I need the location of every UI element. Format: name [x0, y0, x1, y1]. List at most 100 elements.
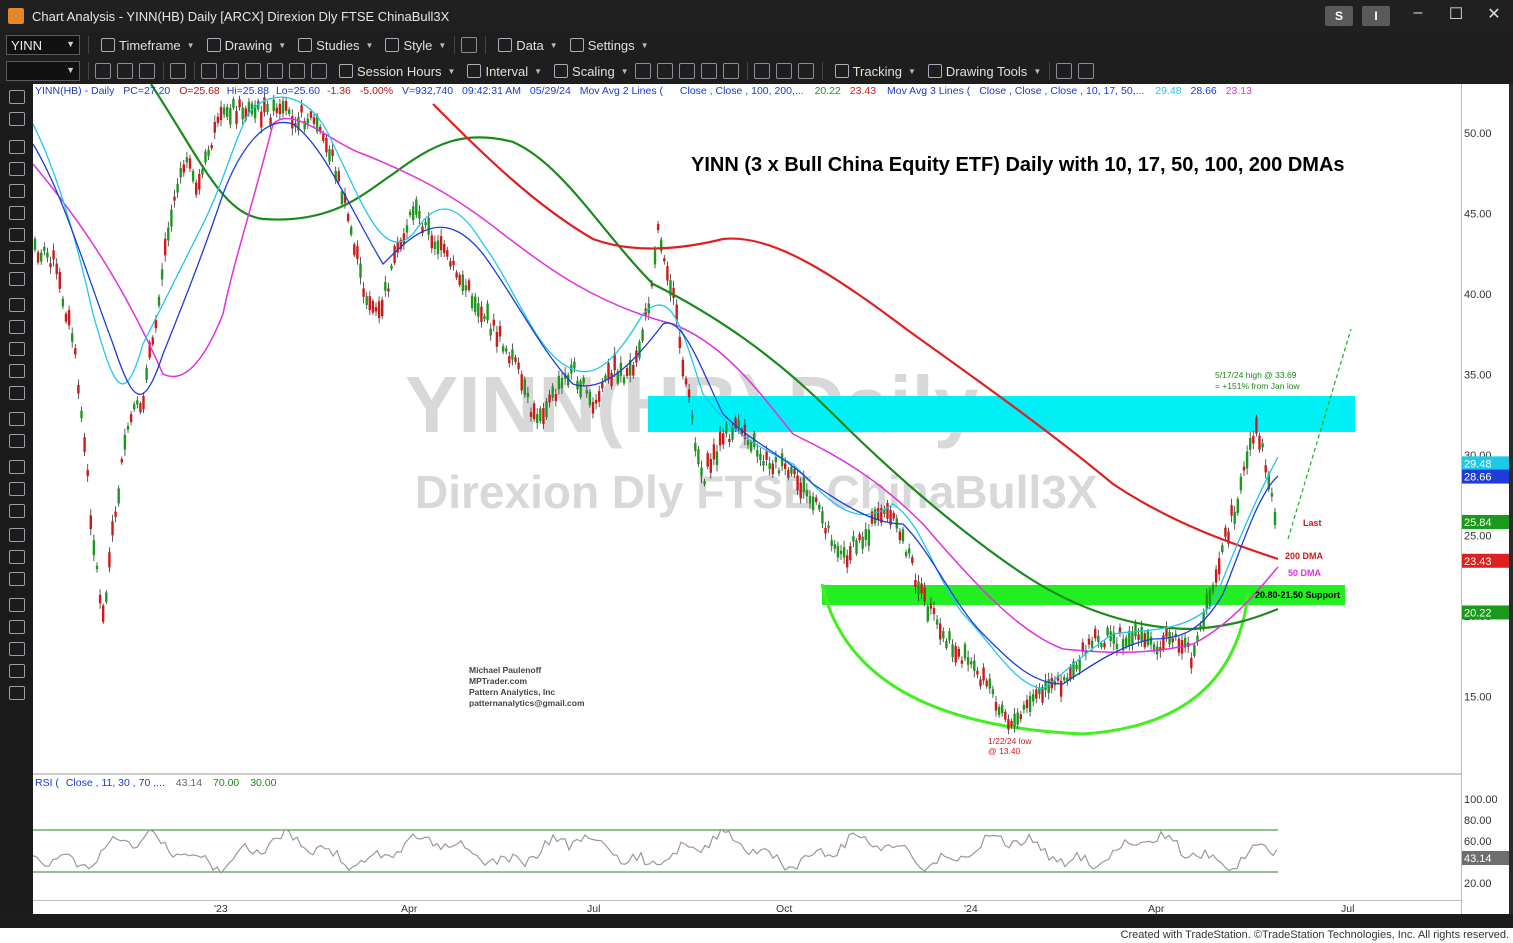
- ray-icon[interactable]: [9, 162, 25, 176]
- expand-icon[interactable]: [700, 63, 717, 79]
- pointer-icon[interactable]: [9, 90, 25, 104]
- refresh-icon[interactable]: [117, 63, 133, 79]
- candle-body: [1214, 569, 1218, 583]
- candle-body: [486, 303, 489, 321]
- spiral-icon[interactable]: [9, 386, 25, 400]
- price-badge: [1462, 456, 1510, 471]
- candle-body: [393, 246, 396, 264]
- vertical-scrollbar[interactable]: [1509, 84, 1513, 914]
- image-icon[interactable]: [267, 63, 283, 79]
- i-link-button[interactable]: I: [1362, 6, 1390, 26]
- speed-lines-icon[interactable]: [9, 412, 25, 426]
- price-badge-text: 20.22: [1464, 607, 1492, 619]
- interval-input[interactable]: ▼: [6, 61, 80, 81]
- pitchfork-icon[interactable]: [9, 598, 25, 612]
- studies-menu[interactable]: Studies ▼: [298, 38, 373, 53]
- chart-title: YINN (3 x Bull China Equity ETF) Daily w…: [691, 154, 1345, 176]
- candle-body: [430, 235, 433, 249]
- trendline-icon[interactable]: [9, 140, 25, 154]
- pen-icon[interactable]: [9, 664, 25, 678]
- line-style-icon[interactable]: [678, 63, 695, 79]
- arrow-left-icon[interactable]: [9, 642, 25, 656]
- candle-body: [784, 463, 787, 469]
- rectangle-icon[interactable]: [9, 550, 25, 564]
- annotation-icon[interactable]: [9, 686, 25, 700]
- session-hours-menu[interactable]: Session Hours ▼: [339, 64, 455, 79]
- timeframe-menu[interactable]: Timeframe ▼: [101, 38, 195, 53]
- window-icon[interactable]: [139, 63, 155, 79]
- candle-body: [1233, 511, 1236, 524]
- style-menu[interactable]: Style ▼: [385, 38, 446, 53]
- link-icon[interactable]: [95, 63, 111, 79]
- fibonacci-icon[interactable]: [9, 250, 25, 264]
- table-icon[interactable]: [289, 63, 305, 79]
- candle-body: [942, 631, 945, 639]
- vertical-line-icon[interactable]: [9, 206, 25, 220]
- ellipse-icon[interactable]: [9, 482, 25, 496]
- candle-body: [253, 104, 257, 119]
- horizontal-line-icon[interactable]: [9, 184, 25, 198]
- arrow-up-icon[interactable]: [9, 504, 25, 518]
- arrow-tool-icon[interactable]: [9, 364, 25, 378]
- minimize-icon[interactable]: –: [1413, 4, 1423, 21]
- gann-icon[interactable]: [9, 298, 25, 312]
- low-note-2: @ 13.40: [988, 746, 1021, 756]
- arc-icon[interactable]: [9, 460, 25, 474]
- percent-icon[interactable]: [9, 320, 25, 334]
- symbol-input[interactable]: YINN ▼: [6, 35, 80, 55]
- candle-body: [368, 296, 371, 311]
- channel-icon[interactable]: [9, 228, 25, 242]
- compress-icon[interactable]: [722, 63, 739, 79]
- candle-body: [672, 287, 675, 298]
- candle-body: [108, 552, 111, 568]
- layout-icon[interactable]: [461, 37, 478, 53]
- export-icon[interactable]: [1056, 63, 1073, 79]
- candle-body: [1264, 465, 1267, 473]
- candle-body: [1211, 584, 1215, 592]
- price-chart[interactable]: YINN(HB) Daily Direxion Dly FTSE ChinaBu…: [32, 83, 1461, 900]
- triangle-icon[interactable]: [9, 272, 25, 286]
- candle-body: [594, 399, 598, 404]
- candle-body: [1121, 639, 1125, 651]
- s-link-button[interactable]: S: [1325, 6, 1353, 26]
- tracking-menu[interactable]: Tracking ▼: [834, 64, 916, 79]
- zoom-out-icon[interactable]: [775, 63, 792, 79]
- zoom-in-icon[interactable]: [753, 63, 770, 79]
- close-icon[interactable]: ✕: [1487, 6, 1501, 23]
- candle-style-icon[interactable]: [656, 63, 673, 79]
- fit-icon[interactable]: [797, 63, 814, 79]
- screen-icon[interactable]: [245, 63, 261, 79]
- interval-menu[interactable]: Interval ▼: [467, 64, 542, 79]
- scaling-icon: [554, 64, 569, 78]
- gann-fan-icon[interactable]: [9, 434, 25, 448]
- zoom-icon[interactable]: [170, 63, 186, 79]
- drawing-menu[interactable]: Drawing ▼: [206, 38, 286, 53]
- settings-menu[interactable]: Settings ▼: [569, 38, 649, 53]
- candle-body: [1100, 643, 1103, 647]
- author-name: Michael Paulenoff: [469, 665, 541, 675]
- grid-tool-icon[interactable]: [9, 342, 25, 356]
- candle-body: [371, 300, 375, 313]
- data-menu[interactable]: Data ▼: [498, 38, 558, 53]
- drawing-tools-menu[interactable]: Drawing Tools ▼: [927, 64, 1041, 79]
- chat-icon[interactable]: [1078, 63, 1095, 79]
- candle-body: [1007, 719, 1010, 730]
- scaling-menu[interactable]: Scaling ▼: [554, 64, 629, 79]
- circle-icon[interactable]: [9, 528, 25, 542]
- candle-body: [405, 225, 409, 233]
- time-axis[interactable]: '23 Apr Jul Oct '24 Apr Jul: [33, 900, 1461, 915]
- candle-body: [1261, 443, 1264, 448]
- bar-style-icon[interactable]: [634, 63, 651, 79]
- candle-body: [746, 440, 750, 445]
- price-axis[interactable]: 50.0045.0040.0035.0030.0025.0020.0015.00…: [1461, 84, 1510, 914]
- chart-area[interactable]: YINN(HB) Daily Direxion Dly FTSE ChinaBu…: [32, 83, 1461, 900]
- eraser-icon[interactable]: [9, 620, 25, 634]
- target-icon[interactable]: [201, 63, 217, 79]
- rounding-bottom-arc: [820, 583, 1250, 736]
- maximize-icon[interactable]: ☐: [1448, 6, 1464, 23]
- grid-icon[interactable]: [311, 63, 327, 79]
- chart-icon[interactable]: [223, 63, 239, 79]
- text-icon[interactable]: [9, 572, 25, 586]
- crosshair-icon[interactable]: [9, 112, 25, 126]
- candle-body: [495, 331, 499, 347]
